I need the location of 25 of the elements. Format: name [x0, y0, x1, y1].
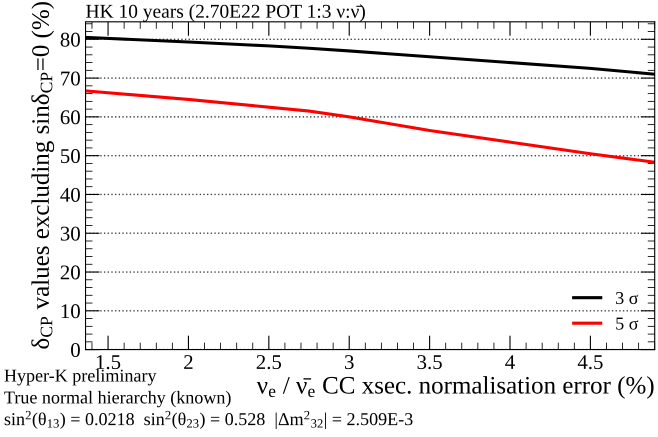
y-tick-label: 10 — [62, 304, 80, 318]
x-axis-title: ν$_{e}$ / ν̄$_{e}$ CC xsec. normalisation error (%) — [256, 376, 654, 399]
text: Hyper-K preliminary — [4, 369, 156, 386]
legend-label: 5 σ — [616, 318, 638, 330]
y-tick-label: 50 — [61, 149, 80, 164]
x-tick-label: 2 — [184, 355, 192, 369]
x-tick-label: 1.5 — [96, 355, 120, 370]
y-tick-label: 70 — [61, 71, 80, 86]
text: True normal hierarchy (known) — [4, 390, 231, 408]
y-tick-label: 20 — [60, 265, 80, 280]
y-tick-label: 80 — [60, 32, 80, 47]
y-tick-label: 60 — [60, 110, 80, 124]
y-tick-label: 40 — [60, 188, 80, 202]
y-tick-label: 0 — [71, 342, 80, 358]
y-axis-title: δ$_{CP}$ values excluding sinδ$_{CP}$=0 (%) — [31, 2, 54, 349]
y-tick-label: 30 — [60, 226, 80, 241]
x-tick-label: 4 — [505, 355, 515, 369]
x-tick-label: 3.5 — [418, 355, 442, 370]
x-tick-label: 4.5 — [578, 355, 603, 370]
legend-label: 3 σ — [616, 292, 638, 304]
x-tick-label: 2.5 — [256, 355, 282, 370]
chart-title: HK 10 years (2.70E22 POT 1:3 ν:ν̄) — [86, 4, 365, 22]
line-series — [86, 89, 655, 164]
x-tick-label: 3 — [345, 355, 354, 370]
text: sin$^{2}$(θ$_{13}$) = 0.0218 sin$^{2}$(θ$_{23}$) = 0.528 |Δm$^{2}$$_{32}$| = 2.509E-3 — [4, 410, 413, 429]
